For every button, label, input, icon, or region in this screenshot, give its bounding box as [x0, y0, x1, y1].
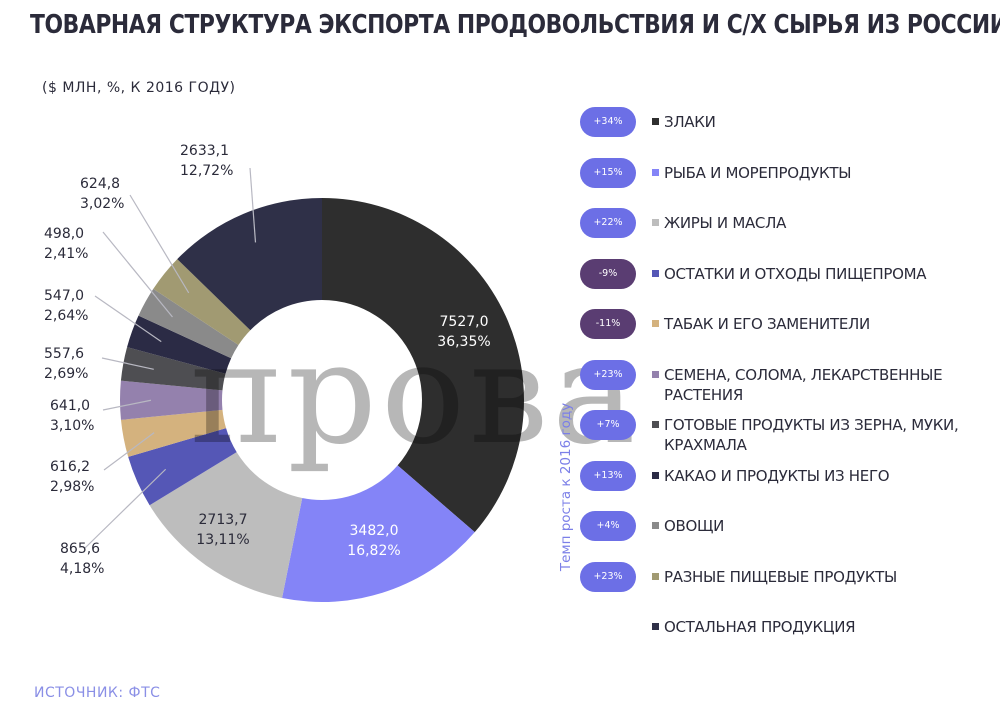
legend-item: -9% ОСТАТКИ И ОТХОДЫ ПИЩЕПРОМА: [580, 258, 990, 289]
leader-line: [129, 194, 190, 294]
legend-label: ТАБАК И ЕГО ЗАМЕНИТЕЛИ: [664, 315, 870, 333]
donut-slice: [120, 347, 226, 391]
legend-item: +7% ГОТОВЫЕ ПРОДУКТЫ ИЗ ЗЕРНА, МУКИ, КРАХ…: [580, 410, 990, 454]
leader-line: [84, 468, 167, 549]
legend-item: ОСТАЛЬНАЯ ПРОДУКЦИЯ: [580, 612, 990, 642]
donut-slice: [322, 198, 524, 533]
legend-label: КАКАО И ПРОДУКТЫ ИЗ НЕГО: [664, 466, 890, 485]
growth-badge: +13%: [580, 460, 636, 491]
slice-percent-label: 3,10%: [50, 418, 94, 434]
slice-value-label: 3482,0: [350, 523, 399, 539]
growth-badge: +7%: [580, 410, 636, 440]
leader-lines: [84, 167, 257, 549]
leader-line: [103, 432, 155, 471]
legend-item: +4% ОВОЩИ: [580, 511, 990, 541]
growth-badge: -9%: [580, 258, 636, 289]
growth-badge: +4%: [580, 511, 636, 541]
leader-line: [102, 399, 152, 411]
growth-badge: +34%: [580, 107, 636, 137]
slice-percent-label: 2,64%: [44, 308, 88, 324]
legend-swatch: [652, 623, 659, 630]
slice-value-label: 547,0: [44, 288, 84, 304]
slice-value-label: 865,6: [60, 541, 100, 557]
donut-slice: [127, 315, 232, 374]
legend-swatch: [652, 370, 659, 378]
legend-swatch: [652, 219, 659, 226]
slice-value-label: 498,0: [44, 226, 84, 242]
legend-swatch: [652, 269, 659, 277]
legend-label: ОСТАЛЬНАЯ ПРОДУКЦИЯ: [664, 618, 856, 636]
leader-line: [249, 167, 257, 243]
slice-value-label: 557,6: [44, 346, 84, 362]
legend-label: ЖИРЫ И МАСЛА: [664, 214, 787, 232]
legend-swatch: [652, 522, 659, 529]
legend-item: -11% ТАБАК И ЕГО ЗАМЕНИТЕЛИ: [580, 309, 990, 339]
donut-slices: [120, 198, 524, 602]
legend-label: РАЗНЫЕ ПИЩЕВЫЕ ПРОДУКТЫ: [664, 567, 897, 586]
slice-percent-label: 2,69%: [44, 366, 88, 382]
legend-item: +23% СЕМЕНА, СОЛОМА, ЛЕКАРСТВЕННЫЕ РАСТЕН…: [580, 359, 990, 404]
slice-percent-label: 16,82%: [347, 543, 400, 559]
legend-item: +23% РАЗНЫЕ ПИЩЕВЫЕ ПРОДУКТЫ: [580, 561, 990, 592]
legend-label: ОСТАТКИ И ОТХОДЫ ПИЩЕПРОМА: [664, 264, 927, 283]
source-note: ИСТОЧНИК: ФТС: [34, 685, 161, 701]
growth-badge: +23%: [580, 561, 636, 592]
slice-value-label: 641,0: [50, 398, 90, 414]
slice-value-label: 2633,1: [180, 143, 229, 159]
slice-percent-label: 12,72%: [180, 163, 233, 179]
legend-item: +34% ЗЛАКИ: [580, 107, 990, 137]
growth-badge: +15%: [580, 157, 636, 188]
donut-slice: [128, 428, 237, 506]
slice-percent-label: 3,02%: [80, 196, 124, 212]
donut-slice: [149, 452, 303, 599]
slice-value-label: 2713,7: [199, 512, 248, 528]
donut-slice: [153, 259, 251, 346]
growth-axis-label-text: Темп роста к 2016 году: [558, 402, 574, 572]
legend-item: +15% РЫБА И МОРЕПРОДУКТЫ: [580, 157, 990, 188]
legend-swatch: [652, 168, 659, 176]
donut-slice: [120, 409, 227, 457]
growth-badge: -11%: [580, 309, 636, 339]
legend-swatch: [652, 572, 659, 580]
legend-swatch: [652, 471, 659, 479]
legend-label: СЕМЕНА, СОЛОМА, ЛЕКАРСТВЕННЫЕ РАСТЕНИЯ: [664, 365, 943, 404]
legend-label: ЗЛАКИ: [664, 113, 716, 131]
legend-item: +22% ЖИРЫ И МАСЛА: [580, 208, 990, 238]
growth-badge: +23%: [580, 359, 636, 390]
chart-title: ТОВАРНАЯ СТРУКТУРА ЭКСПОРТА ПРОДОВОЛЬСТВ…: [30, 10, 1000, 40]
slice-value-label: 616,2: [50, 459, 90, 475]
leader-line: [101, 357, 154, 370]
slice-percent-label: 2,98%: [50, 479, 94, 495]
slice-percent-label: 2,41%: [44, 246, 88, 262]
legend-label: РЫБА И МОРЕПРОДУКТЫ: [664, 163, 852, 182]
legend-swatch: [652, 118, 659, 125]
slice-value-label: 624,8: [80, 176, 120, 192]
leader-line: [94, 295, 162, 343]
legend-label: ГОТОВЫЕ ПРОДУКТЫ ИЗ ЗЕРНА, МУКИ, КРАХМАЛ…: [664, 416, 959, 454]
donut-slice: [177, 198, 322, 331]
chart-subtitle: ($ МЛН, %, К 2016 ГОДУ): [42, 80, 236, 96]
donut-slice: [282, 465, 475, 602]
slice-percent-label: 13,11%: [196, 532, 249, 548]
growth-badge: +22%: [580, 208, 636, 238]
slice-value-label: 7527,0: [440, 314, 489, 330]
legend-item: +13% КАКАО И ПРОДУКТЫ ИЗ НЕГО: [580, 460, 990, 491]
donut-slice: [120, 380, 223, 420]
legend-swatch: [652, 421, 659, 428]
leader-line: [102, 231, 173, 318]
legend-label: ОВОЩИ: [664, 517, 725, 535]
slice-labels: 7527,0 36,35% 3482,0 16,82% 2713,7 13,11% 865,…: [44, 143, 491, 577]
slice-percent-label: 36,35%: [437, 334, 490, 350]
slice-percent-label: 4,18%: [60, 561, 104, 577]
legend-swatch: [652, 320, 659, 327]
